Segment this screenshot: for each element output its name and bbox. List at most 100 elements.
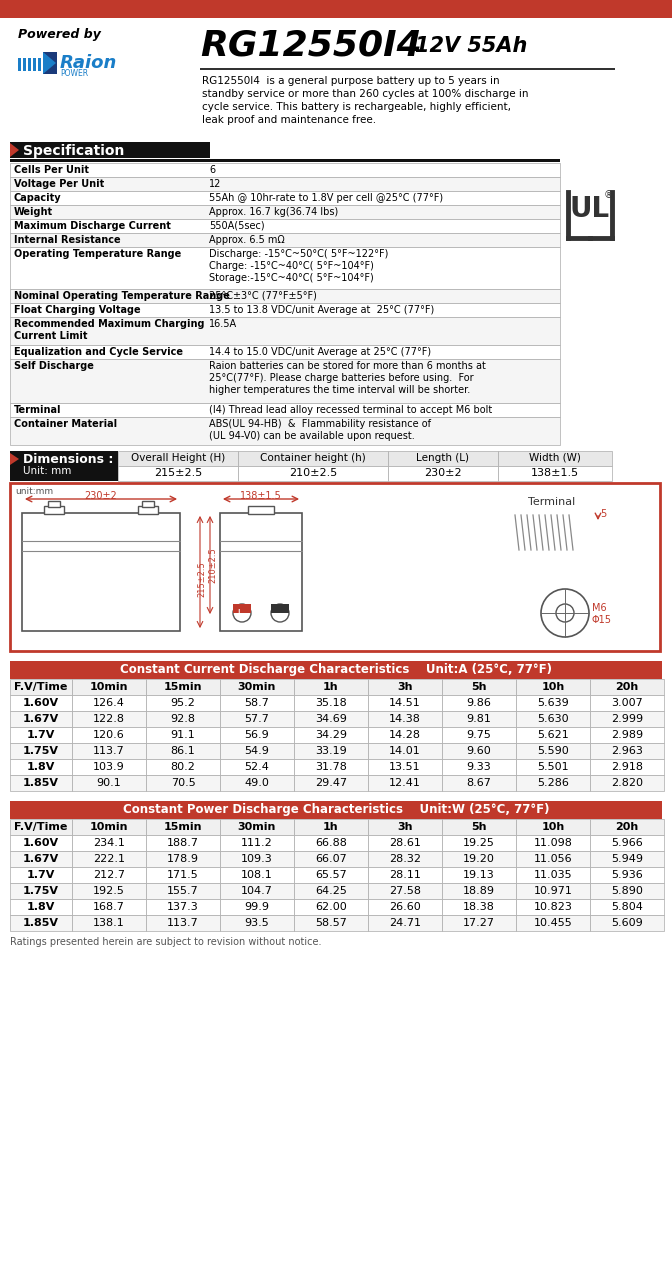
Text: 138±1.5: 138±1.5 <box>240 492 282 500</box>
Text: 10.823: 10.823 <box>534 902 573 911</box>
Text: 99.9: 99.9 <box>245 902 269 911</box>
Bar <box>10 819 72 835</box>
Text: 222.1: 222.1 <box>93 854 125 864</box>
Bar <box>72 710 146 727</box>
Bar <box>72 678 146 695</box>
Bar <box>10 317 560 346</box>
Text: 104.7: 104.7 <box>241 886 273 896</box>
Text: 5.949: 5.949 <box>611 854 643 864</box>
Text: Container height (h): Container height (h) <box>260 453 366 463</box>
Bar <box>10 695 72 710</box>
Text: 49.0: 49.0 <box>245 778 269 788</box>
Text: 230±2: 230±2 <box>85 492 118 500</box>
Text: leak proof and maintenance free.: leak proof and maintenance free. <box>202 115 376 125</box>
Bar <box>10 142 210 157</box>
Bar <box>442 695 516 710</box>
Text: 58.7: 58.7 <box>245 698 269 708</box>
Text: 210±2.5: 210±2.5 <box>289 468 337 477</box>
Text: 108.1: 108.1 <box>241 870 273 881</box>
Text: Capacity: Capacity <box>14 193 62 204</box>
Text: 29.47: 29.47 <box>315 778 347 788</box>
Bar <box>146 759 220 774</box>
Text: Current Limit: Current Limit <box>14 332 87 340</box>
Bar <box>10 801 662 819</box>
Bar <box>442 774 516 791</box>
Bar <box>10 899 72 915</box>
Bar <box>590 899 664 915</box>
Bar <box>442 867 516 883</box>
Text: 1.85V: 1.85V <box>23 778 59 788</box>
Bar <box>294 742 368 759</box>
Text: (UL 94-V0) can be available upon request.: (UL 94-V0) can be available upon request… <box>209 431 415 442</box>
Bar <box>368 727 442 742</box>
Text: 3h: 3h <box>397 682 413 692</box>
Bar <box>220 883 294 899</box>
Text: UL: UL <box>570 195 610 223</box>
Text: 109.3: 109.3 <box>241 854 273 864</box>
Bar <box>10 759 72 774</box>
Text: 86.1: 86.1 <box>171 746 196 756</box>
Text: 5.639: 5.639 <box>537 698 569 708</box>
Bar <box>146 867 220 883</box>
Bar <box>368 710 442 727</box>
Text: unit:mm: unit:mm <box>15 486 53 495</box>
Bar <box>590 695 664 710</box>
Bar <box>368 759 442 774</box>
Bar <box>72 727 146 742</box>
Text: 2.963: 2.963 <box>611 746 643 756</box>
Text: 28.32: 28.32 <box>389 854 421 864</box>
Text: Self Discharge: Self Discharge <box>14 361 94 371</box>
Bar <box>368 774 442 791</box>
Text: 58.57: 58.57 <box>315 918 347 928</box>
Bar <box>72 835 146 851</box>
Bar <box>516 678 590 695</box>
Text: Constant Power Discharge Characteristics    Unit:W (25°C, 77°F): Constant Power Discharge Characteristics… <box>123 803 549 817</box>
Bar <box>220 867 294 883</box>
Bar <box>10 163 560 177</box>
Text: 5.501: 5.501 <box>537 762 569 772</box>
Text: 66.88: 66.88 <box>315 838 347 847</box>
Bar <box>442 915 516 931</box>
Bar <box>10 289 560 303</box>
Bar <box>516 759 590 774</box>
Bar <box>23 58 26 70</box>
Bar <box>146 695 220 710</box>
Text: 19.13: 19.13 <box>463 870 495 881</box>
Bar <box>43 52 57 74</box>
Bar <box>200 68 615 69</box>
Text: Maximum Discharge Current: Maximum Discharge Current <box>14 221 171 230</box>
Bar <box>238 466 388 481</box>
Bar <box>220 513 302 631</box>
Text: 65.57: 65.57 <box>315 870 347 881</box>
Polygon shape <box>10 143 19 157</box>
Text: 120.6: 120.6 <box>93 730 125 740</box>
Text: Ratings presented herein are subject to revision without notice.: Ratings presented herein are subject to … <box>10 937 321 947</box>
Text: 1.67V: 1.67V <box>23 854 59 864</box>
Text: 16.5A: 16.5A <box>209 319 237 329</box>
Bar <box>238 451 388 466</box>
Text: 5: 5 <box>600 509 606 518</box>
Bar <box>220 678 294 695</box>
Text: 5.890: 5.890 <box>611 886 643 896</box>
Bar <box>516 695 590 710</box>
Bar <box>516 883 590 899</box>
Text: Operating Temperature Range: Operating Temperature Range <box>14 250 181 259</box>
Bar <box>72 819 146 835</box>
Bar <box>146 710 220 727</box>
Text: Voltage Per Unit: Voltage Per Unit <box>14 179 104 189</box>
Bar <box>442 835 516 851</box>
Text: 9.86: 9.86 <box>466 698 491 708</box>
Bar <box>10 710 72 727</box>
Bar <box>442 727 516 742</box>
Text: RG12550I4: RG12550I4 <box>200 28 422 61</box>
Text: 10min: 10min <box>90 822 128 832</box>
Text: 1.75V: 1.75V <box>23 746 59 756</box>
Text: 138±1.5: 138±1.5 <box>531 468 579 477</box>
Text: 14.38: 14.38 <box>389 714 421 724</box>
Text: 215±2.5: 215±2.5 <box>154 468 202 477</box>
Text: 2.999: 2.999 <box>611 714 643 724</box>
Bar <box>233 604 251 613</box>
Bar <box>516 835 590 851</box>
Text: 192.5: 192.5 <box>93 886 125 896</box>
Text: 34.29: 34.29 <box>315 730 347 740</box>
